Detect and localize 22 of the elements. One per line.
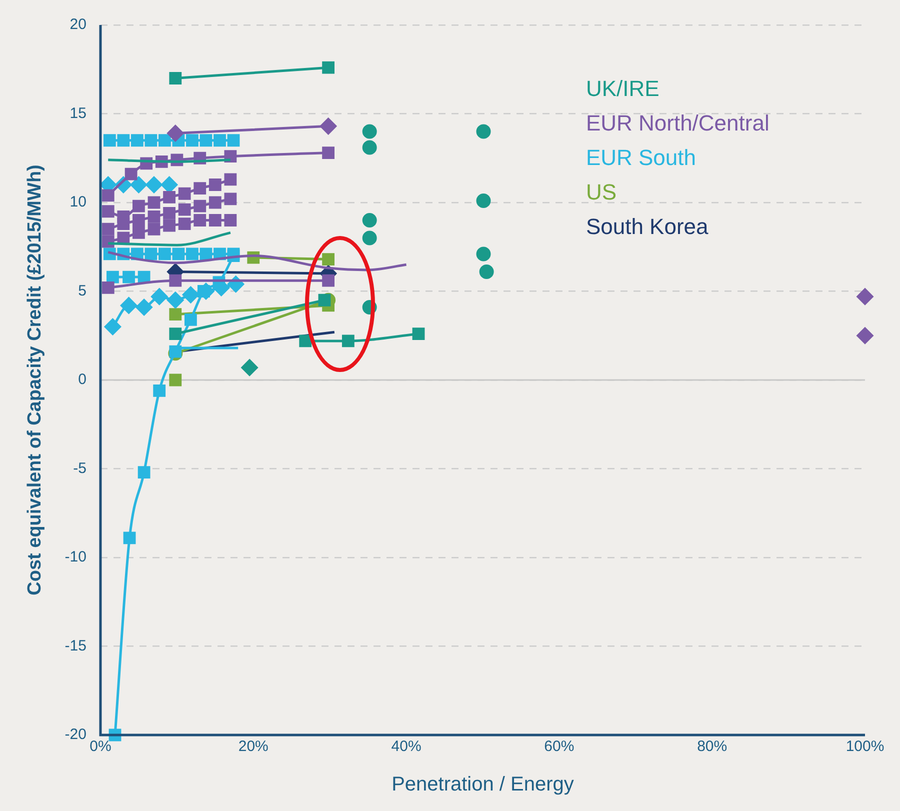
x-tick-label: 80% <box>697 738 728 756</box>
text: South Korea <box>586 214 710 240</box>
y-tick-label: 10 <box>70 194 86 211</box>
y-tick-label: -20 <box>64 726 86 744</box>
x-tick-label: 0% <box>90 738 112 756</box>
y-tick-label: 5 <box>78 282 86 300</box>
x-tick-label: 20% <box>238 738 268 756</box>
x-tick-label: 60% <box>544 738 574 756</box>
x-tick-label: 100% <box>846 738 884 756</box>
y-tick-label: -10 <box>64 548 86 566</box>
x-axis-title: Penetration / Energy <box>392 774 574 796</box>
y-tick-label: 0 <box>78 371 86 388</box>
y-axis-title: Cost equivalent of Capacity Credit (£2015/MWh) <box>24 164 46 596</box>
x-tick-label: 40% <box>391 738 422 756</box>
y-tick-label: -5 <box>73 460 86 477</box>
text: EUR South <box>586 145 696 170</box>
y-tick-label: -15 <box>64 637 86 654</box>
text: US <box>586 180 617 205</box>
y-tick-label: 15 <box>70 104 86 122</box>
y-tick-label: 20 <box>70 16 86 34</box>
text: EUR North/Central <box>586 110 770 136</box>
text: UK/IRE <box>586 76 660 102</box>
